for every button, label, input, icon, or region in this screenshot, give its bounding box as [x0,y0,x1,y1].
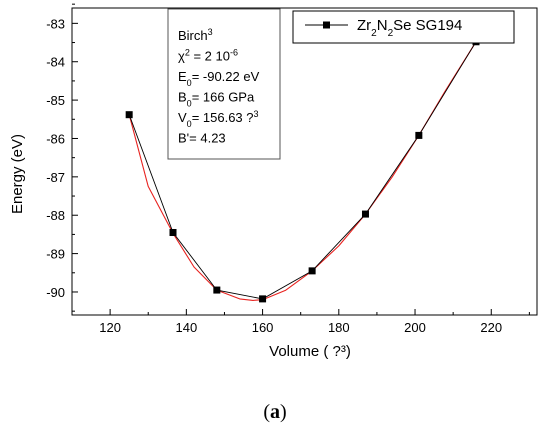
data-point [125,111,133,119]
plot-frame [71,7,538,316]
y-axis-title: Energy (eV) [9,134,26,214]
x-tick-label: 200 [404,320,426,335]
data-point [213,286,221,294]
y-tick-label: -86 [46,131,65,146]
data-point [169,228,177,236]
x-tick-label: 120 [99,320,121,335]
data-point [308,267,316,275]
fit-parameter-line: B0= 166 GPa [178,90,255,109]
x-tick-label: 140 [175,320,197,335]
legend: Zr2N2Se SG194 [292,10,515,44]
x-tick-label: 220 [480,320,502,335]
fit-parameter-line: V0= 156.63 ?3 [178,109,259,129]
y-tick-label: -89 [46,247,65,262]
y-tick-label: -84 [46,55,65,70]
data-point [415,131,423,139]
fit-parameters-box: Birch3 χ2 = 2 10-6 E0= -90.22 eV B0= 166 GP… [167,8,281,160]
fit-curve [128,41,477,301]
fit-parameter-line: B'= 4.23 [178,131,226,146]
fit-parameter-line: χ2 = 2 10-6 [178,48,238,64]
data-line [128,41,477,300]
series-layer [125,38,480,303]
x-tick-label: 180 [328,320,350,335]
fit-parameter-line: E0= -90.22 eV [178,69,260,88]
fit-parameter-line: Birch3 [178,27,213,43]
figure-caption: (a) [263,401,286,423]
data-point [361,210,369,218]
x-axis-title: Volume ( ?³) [269,343,351,360]
legend-label: Zr2N2Se SG194 [357,17,462,39]
fit-parameters-frame [167,8,281,160]
y-tick-label: -90 [46,285,65,300]
y-tick-label: -85 [46,93,65,108]
x-tick-label: 160 [252,320,274,335]
x-axis: 120 140 160 180 200 220 [71,309,530,335]
y-tick-label: -87 [46,170,65,185]
y-tick-label: -83 [46,16,65,31]
legend-marker-sample [323,21,330,29]
data-point [259,295,267,303]
plot-border [71,7,538,316]
y-tick-label: -88 [46,208,65,223]
y-axis: -90 -89 -88 -87 -86 -85 -84 -83 [46,3,78,312]
